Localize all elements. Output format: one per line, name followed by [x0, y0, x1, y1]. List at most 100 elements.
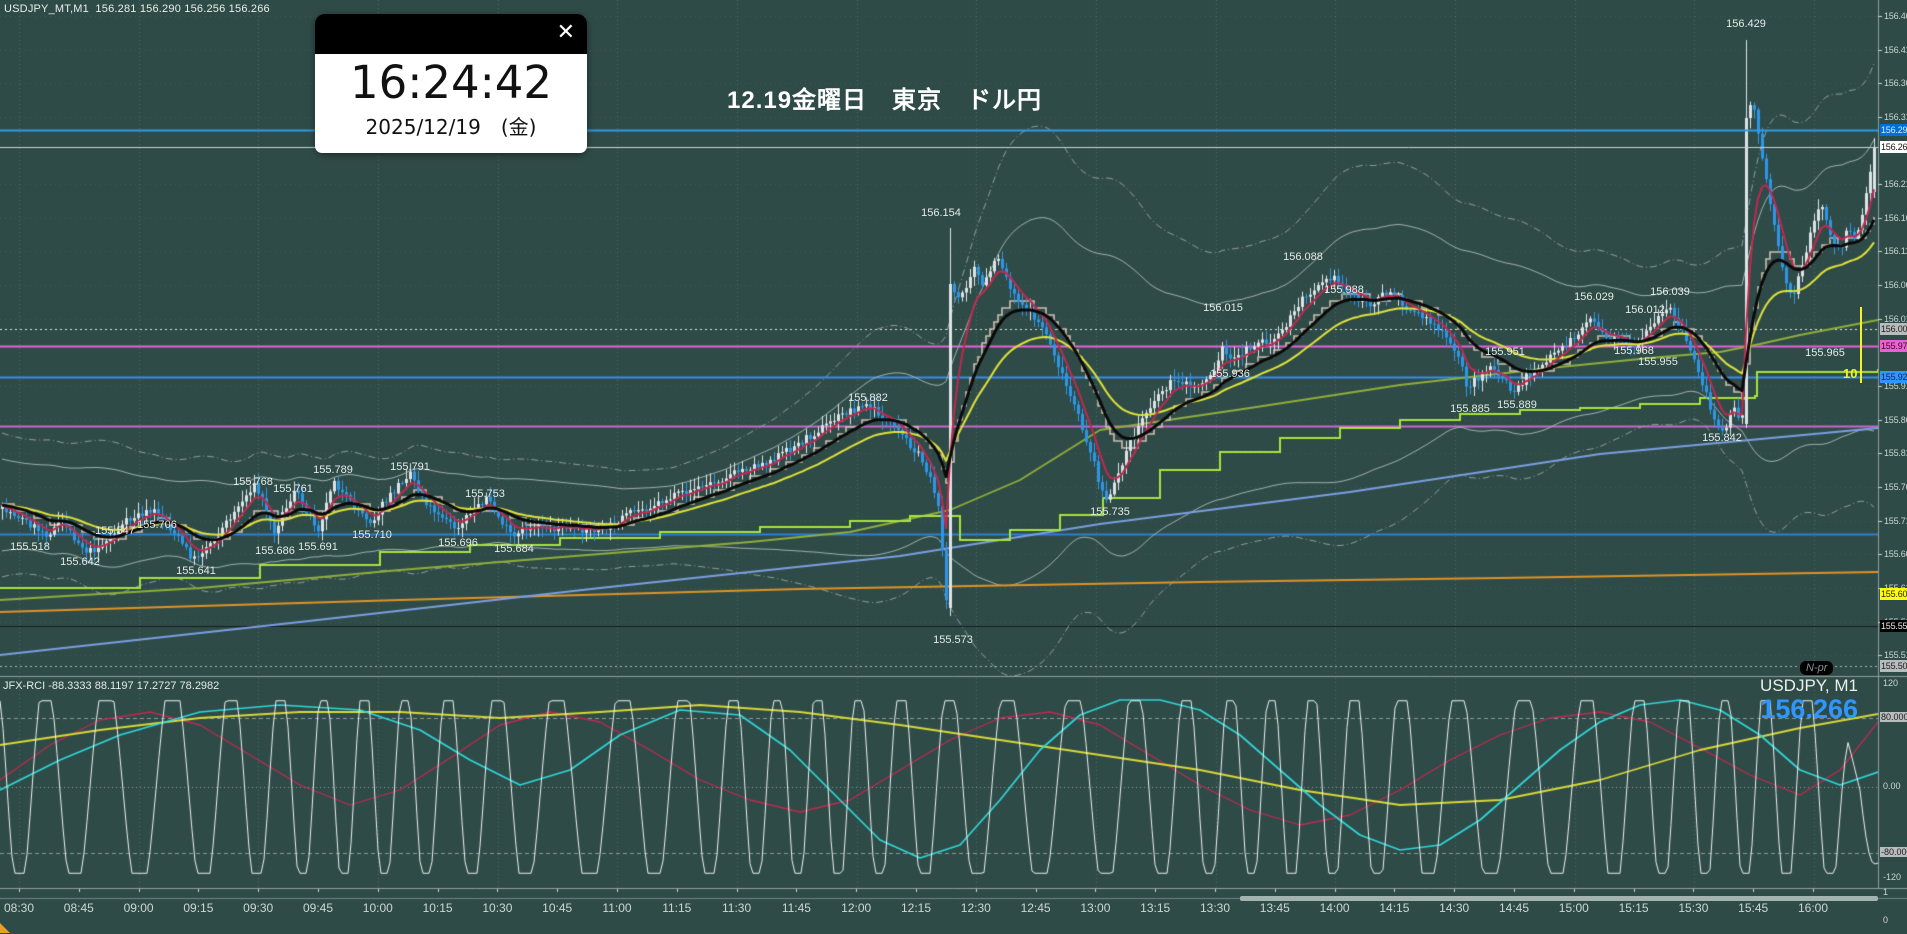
- time-label: 13:45: [1259, 901, 1290, 915]
- price-label: 155.696: [438, 537, 478, 549]
- time-label: 15:00: [1558, 901, 1589, 915]
- sub-axis-tick: 120: [1883, 678, 1899, 688]
- price-line-box: 156.298: [1880, 124, 1907, 136]
- price-label: 155.735: [1090, 506, 1130, 518]
- sub-axis-tick: 0: [1883, 915, 1889, 925]
- price-tick: 156.165: [1884, 213, 1907, 223]
- time-label: 11:00: [602, 901, 632, 915]
- price-label: 155.710: [352, 529, 392, 541]
- time-label: 09:00: [123, 901, 154, 915]
- price-label: 155.955: [1638, 356, 1678, 368]
- price-line-box: 155.975: [1880, 340, 1907, 352]
- price-label: 156.154: [921, 207, 961, 219]
- price-label: 155.691: [298, 541, 338, 553]
- price-label: 155.706: [137, 519, 177, 531]
- price-label: 155.684: [494, 543, 534, 555]
- time-label: 08:45: [63, 901, 94, 915]
- close-icon[interactable]: ✕: [556, 20, 575, 45]
- price-tick: 155.515: [1884, 650, 1907, 660]
- price-tick: 155.865: [1884, 415, 1907, 425]
- time-label: 15:45: [1738, 901, 1769, 915]
- price-label: 156.015: [1203, 302, 1243, 314]
- price-label: 155.889: [1497, 399, 1537, 411]
- price-label: 155.753: [465, 488, 505, 500]
- ohlc-readout: USDJPY_MT,M1 156.281 156.290 156.256 156…: [4, 3, 270, 15]
- price-label: 155.573: [933, 634, 973, 646]
- price-line-box: 155.605: [1880, 588, 1907, 600]
- price-label: 155.789: [313, 464, 353, 476]
- time-label: 15:30: [1678, 901, 1709, 915]
- price-line-box: 156.266: [1880, 141, 1907, 153]
- time-label: 14:00: [1319, 901, 1350, 915]
- corner-marker-icon: [0, 923, 10, 933]
- time-label: 10:15: [422, 901, 453, 915]
- sub-axis-tick: -120: [1883, 872, 1902, 882]
- time-label: 09:45: [302, 901, 334, 915]
- price-line-box: 155.500: [1880, 660, 1907, 672]
- price-tick: 156.065: [1884, 280, 1907, 290]
- price-label: 156.012: [1625, 304, 1665, 316]
- price-label: 155.968: [1614, 345, 1654, 357]
- clock-time: 16:24:42: [349, 56, 553, 109]
- price-label: 155.951: [1485, 346, 1525, 358]
- sub-axis-tick: 1: [1883, 887, 1889, 897]
- price-label: 155.686: [255, 545, 295, 557]
- price-label: 156.429: [1726, 18, 1766, 30]
- quote-symbol: USDJPY, M1: [1760, 676, 1858, 695]
- time-label: 16:00: [1797, 901, 1829, 915]
- price-label: 155.547: [95, 525, 135, 537]
- time-label: 11:15: [662, 901, 692, 915]
- watermark-label: N-pr: [1800, 661, 1834, 675]
- price-tick: 156.415: [1884, 45, 1907, 55]
- measure-line: [1860, 307, 1862, 383]
- price-tick: 155.665: [1884, 549, 1907, 559]
- time-label: 12:15: [900, 901, 932, 915]
- price-line-box: 156.000: [1880, 323, 1907, 335]
- time-label: 08:30: [3, 901, 35, 915]
- time-label: 14:15: [1379, 901, 1410, 915]
- clock-date: 2025/12/19 (金): [365, 115, 537, 139]
- price-tick: 156.465: [1884, 11, 1907, 21]
- time-label: 09:15: [183, 901, 214, 915]
- price-tick: 156.115: [1884, 246, 1907, 256]
- time-label: 14:30: [1439, 901, 1470, 915]
- horizontal-scrollbar[interactable]: [1240, 896, 1878, 901]
- time-label: 11:30: [722, 901, 752, 915]
- price-label: 155.882: [848, 392, 888, 404]
- price-tick: 155.815: [1884, 448, 1907, 458]
- time-label: 13:30: [1199, 901, 1231, 915]
- price-line-box: 155.928: [1880, 371, 1907, 383]
- price-tick: 156.315: [1884, 112, 1907, 122]
- price-label: 156.039: [1650, 286, 1690, 298]
- price-label: 155.988: [1324, 284, 1364, 296]
- price-label: 155.791: [390, 461, 430, 473]
- clock-body: 16:24:42 2025/12/19 (金): [315, 54, 587, 153]
- time-label: 10:45: [542, 901, 573, 915]
- price-label: 155.641: [176, 565, 216, 577]
- price-tick: 156.365: [1884, 78, 1907, 88]
- price-label: 155.761: [273, 483, 313, 495]
- time-label: 12:45: [1020, 901, 1051, 915]
- time-label: 12:30: [960, 901, 991, 915]
- chart-title: 12.19金曜日 東京 ドル円: [727, 87, 1043, 114]
- price-tick: 155.765: [1884, 482, 1907, 492]
- price-label: 156.029: [1574, 291, 1614, 303]
- quote-price: 156.266: [1760, 694, 1858, 724]
- price-label: 156.088: [1283, 251, 1323, 263]
- time-label: 15:15: [1618, 901, 1649, 915]
- time-label: 13:15: [1140, 901, 1171, 915]
- time-label: 12:00: [841, 901, 872, 915]
- price-tick: 156.215: [1884, 179, 1907, 189]
- price-label: 155.642: [60, 556, 100, 568]
- price-label: 155.936: [1210, 368, 1250, 380]
- clock-widget[interactable]: ✕ 16:24:42 2025/12/19 (金): [315, 14, 587, 153]
- clock-titlebar[interactable]: ✕: [315, 14, 587, 54]
- price-label: 155.885: [1450, 403, 1490, 415]
- time-label: 14:45: [1498, 901, 1530, 915]
- time-label: 11:45: [781, 901, 811, 915]
- time-label: 10:00: [362, 901, 393, 915]
- time-label: 10:30: [482, 901, 513, 915]
